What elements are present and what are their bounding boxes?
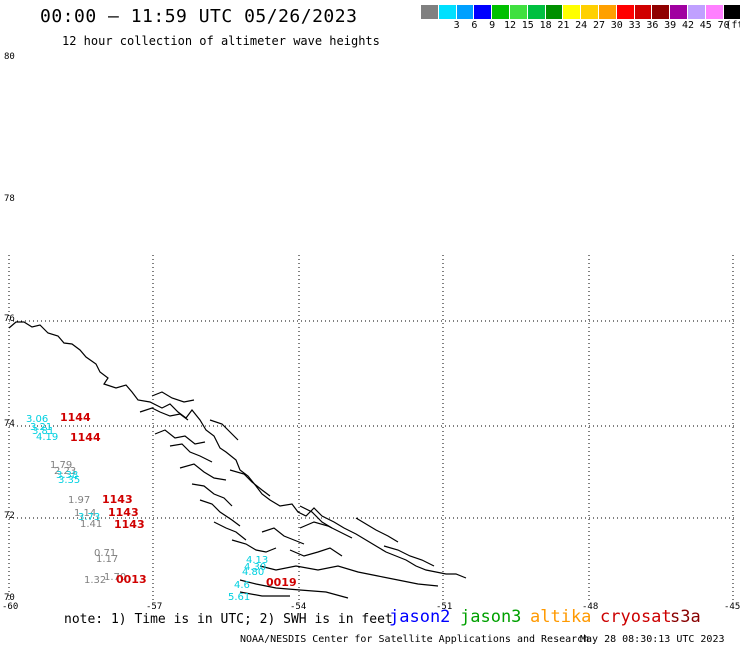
colorbar-swatch	[634, 5, 653, 19]
pass-time-label: 1143	[108, 506, 139, 519]
colorbar-swatch	[527, 5, 546, 19]
map-title: 00:00 — 11:59 UTC 05/26/2023	[40, 6, 358, 27]
wave-height-value: 3.81	[32, 426, 54, 437]
longitude-label: -45	[724, 602, 740, 612]
pass-time-label: 1143	[114, 518, 145, 531]
wave-height-value: 0.71	[94, 548, 116, 559]
longitude-label: -51	[436, 602, 452, 612]
wave-height-value: 2.23	[54, 466, 76, 477]
colorbar-swatch	[687, 5, 706, 19]
colorbar-tick-label: 70	[717, 20, 730, 31]
wave-height-value: 4.19	[36, 432, 58, 443]
colorbar-swatch	[456, 5, 475, 19]
colorbar-swatch	[509, 5, 528, 19]
colorbar-tick-label: 36	[646, 20, 659, 31]
wave-height-value: 1.14	[74, 508, 96, 519]
map-subtitle: 12 hour collection of altimeter wave hei…	[62, 34, 380, 48]
longitude-label: -57	[146, 602, 162, 612]
colorbar	[421, 5, 740, 19]
longitude-label: -48	[582, 602, 598, 612]
pass-time-label: 1144	[70, 431, 101, 444]
wave-height-value: 1.17	[96, 554, 118, 565]
wave-height-value: 3.35	[58, 475, 80, 486]
pass-time-label: 0013	[116, 573, 147, 586]
colorbar-tick-label: 33	[628, 20, 641, 31]
colorbar-tick-label: 15	[521, 20, 534, 31]
colorbar-swatch	[652, 5, 671, 19]
colorbar-swatch	[492, 5, 510, 19]
wave-height-value: 5.61	[228, 592, 250, 603]
satellite-legend-item: altika	[530, 607, 592, 627]
pass-time-label: 1143	[102, 493, 133, 506]
pass-time-label: 1144	[60, 411, 91, 424]
colorbar-swatch	[421, 5, 439, 19]
colorbar-swatch	[598, 5, 617, 19]
longitude-label: -54	[290, 602, 306, 612]
colorbar-tick-label: 12	[503, 20, 517, 31]
wave-height-value: 4.13	[246, 555, 268, 566]
coastline	[8, 321, 467, 599]
longitude-label: -60	[2, 602, 18, 612]
wave-height-value: 1.41	[80, 519, 102, 530]
colorbar-tick-label: 6	[471, 20, 478, 31]
colorbar-swatch	[616, 5, 635, 19]
colorbar-tick-label: 18	[539, 20, 552, 31]
wave-height-value: 1.97	[68, 495, 90, 506]
latitude-label: 72	[4, 511, 15, 521]
colorbar-tick-label: 42	[681, 20, 695, 31]
footer-timestamp: May 28 08:30:13 UTC 2023	[580, 634, 725, 645]
colorbar-swatch	[705, 5, 724, 19]
map-grid	[8, 255, 735, 600]
wave-height-value: 4.80	[242, 567, 264, 578]
latitude-label: 74	[4, 419, 15, 429]
wave-height-value: 3.38	[56, 470, 78, 481]
colorbar-tick-label: 21	[557, 20, 570, 31]
satellite-legend-item: s3a	[670, 607, 701, 627]
wave-height-value: 1.79	[50, 460, 72, 471]
observation-layer: 3.063.213.814.19 1.792.233.383.35 1.97 1.14…	[26, 414, 268, 603]
footer-credit: NOAA/NESDIS Center for Satellite Applica…	[240, 634, 590, 645]
colorbar-tick-label: 27	[592, 20, 606, 31]
latitude-label: 70	[4, 593, 15, 603]
colorbar-swatch	[670, 5, 688, 19]
latitude-label: 78	[4, 194, 15, 204]
wave-height-value: 1.70	[104, 572, 126, 583]
wave-height-value: 3.73	[78, 512, 100, 523]
latitude-label: 80	[4, 52, 15, 62]
colorbar-tick-label: 30	[610, 20, 623, 31]
colorbar-tick-label: 39	[664, 20, 677, 31]
satellite-legend-item: cryosat	[600, 607, 672, 627]
wave-height-value: 4.30	[244, 562, 266, 573]
satellite-legend-item: jason3	[460, 607, 522, 627]
wave-height-value: 3.06	[26, 414, 48, 425]
pass-time-label: 0019	[266, 576, 297, 589]
colorbar-unit: (ft)	[725, 20, 740, 31]
colorbar-swatch	[438, 5, 457, 19]
satellite-legend-item: jason2	[389, 607, 451, 627]
wave-height-value: 1.32	[84, 575, 106, 586]
wave-height-value: 4.6	[234, 580, 250, 591]
colorbar-tick-label: 3	[453, 20, 460, 31]
latitude-label: 76	[4, 314, 15, 324]
colorbar-swatch	[474, 5, 493, 19]
legend-note: note: 1) Time is in UTC; 2) SWH is in fe…	[64, 612, 393, 627]
colorbar-swatch	[581, 5, 599, 19]
colorbar-tick-label: 45	[699, 20, 712, 31]
colorbar-tick-label: 9	[489, 20, 496, 31]
colorbar-swatch	[723, 5, 740, 19]
colorbar-swatch	[545, 5, 564, 19]
colorbar-swatch	[563, 5, 582, 19]
wave-height-value: 3.21	[30, 422, 52, 433]
colorbar-tick-label: 24	[575, 20, 588, 31]
